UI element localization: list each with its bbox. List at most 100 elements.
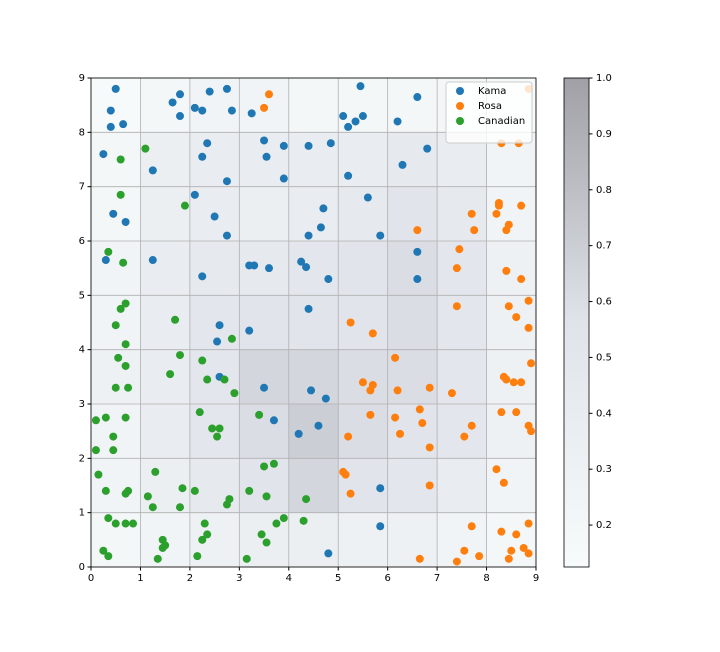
heatmap-cell xyxy=(486,349,536,404)
point xyxy=(203,139,212,148)
heatmap-cell xyxy=(437,349,487,404)
point xyxy=(262,492,271,501)
colorbar-tick-label: 0.7 xyxy=(596,241,612,252)
point xyxy=(363,193,372,202)
heatmap-cell xyxy=(140,295,190,350)
point xyxy=(99,546,108,555)
point xyxy=(346,318,355,327)
point xyxy=(180,201,189,210)
heatmap-cell xyxy=(91,241,141,296)
point xyxy=(475,552,484,561)
point xyxy=(121,340,130,349)
x-tick-label: 7 xyxy=(434,573,440,584)
point xyxy=(208,424,217,433)
point xyxy=(452,302,461,311)
point xyxy=(198,535,207,544)
point xyxy=(116,190,125,199)
point xyxy=(178,484,187,493)
point xyxy=(168,98,177,107)
point xyxy=(227,106,236,115)
point xyxy=(143,492,152,501)
point xyxy=(99,150,108,159)
point xyxy=(524,323,533,332)
x-tick-label: 9 xyxy=(533,573,539,584)
point xyxy=(447,389,456,398)
colorbar-tick-label: 0.8 xyxy=(596,185,612,196)
colorbar xyxy=(563,77,590,568)
point xyxy=(245,326,254,335)
point xyxy=(492,209,501,218)
point xyxy=(307,386,316,395)
point xyxy=(148,256,157,265)
point xyxy=(116,304,125,313)
y-tick-label: 3 xyxy=(79,399,85,410)
point xyxy=(502,375,511,384)
point xyxy=(195,408,204,417)
colorbar-tick-label: 0.9 xyxy=(596,129,612,140)
point xyxy=(205,87,214,96)
point xyxy=(279,174,288,183)
point xyxy=(507,546,516,555)
point xyxy=(260,462,269,471)
point xyxy=(91,446,100,455)
heatmap-cell xyxy=(91,458,141,513)
legend-label: Rosa xyxy=(478,101,502,112)
legend-marker xyxy=(456,102,464,110)
point xyxy=(413,247,422,256)
point xyxy=(227,334,236,343)
x-tick-label: 2 xyxy=(187,573,193,584)
point xyxy=(512,530,521,539)
point xyxy=(494,198,503,207)
point xyxy=(121,299,130,308)
point xyxy=(467,522,476,531)
y-tick-label: 2 xyxy=(79,453,85,464)
point xyxy=(346,489,355,498)
point xyxy=(104,552,113,561)
point xyxy=(272,519,281,528)
plot-frame xyxy=(90,77,537,568)
heatmap-cell xyxy=(140,186,190,241)
point xyxy=(91,416,100,425)
point xyxy=(198,356,207,365)
point xyxy=(176,90,184,99)
point xyxy=(324,549,333,558)
x-tick-label: 5 xyxy=(335,573,341,584)
point xyxy=(121,217,130,226)
point xyxy=(470,226,479,235)
point xyxy=(148,503,157,512)
point xyxy=(101,256,110,265)
point xyxy=(368,329,377,338)
legend-marker xyxy=(456,117,464,125)
point xyxy=(245,486,254,495)
point xyxy=(260,383,269,392)
point xyxy=(316,223,325,232)
point xyxy=(504,554,513,563)
heatmap-cell xyxy=(189,241,240,296)
point xyxy=(94,470,103,479)
point xyxy=(203,375,212,384)
point xyxy=(314,421,323,430)
point xyxy=(215,321,224,330)
point xyxy=(119,120,128,129)
heatmap-cell xyxy=(437,458,487,513)
point xyxy=(171,315,180,324)
point xyxy=(190,103,199,112)
point xyxy=(265,90,273,99)
point xyxy=(504,302,513,311)
point xyxy=(129,519,138,528)
heatmap-cell xyxy=(437,404,487,459)
point xyxy=(455,245,464,254)
legend-label: Canadian xyxy=(478,116,525,127)
point xyxy=(106,122,115,131)
heatmap-cell xyxy=(338,349,388,404)
point xyxy=(124,383,133,392)
legend-box xyxy=(445,81,533,144)
point xyxy=(344,171,353,180)
point xyxy=(262,538,271,547)
heatmap-cell xyxy=(387,186,438,241)
point xyxy=(425,383,434,392)
point xyxy=(396,429,405,438)
heatmap-cell xyxy=(189,78,240,133)
heatmap-cell xyxy=(437,295,487,350)
